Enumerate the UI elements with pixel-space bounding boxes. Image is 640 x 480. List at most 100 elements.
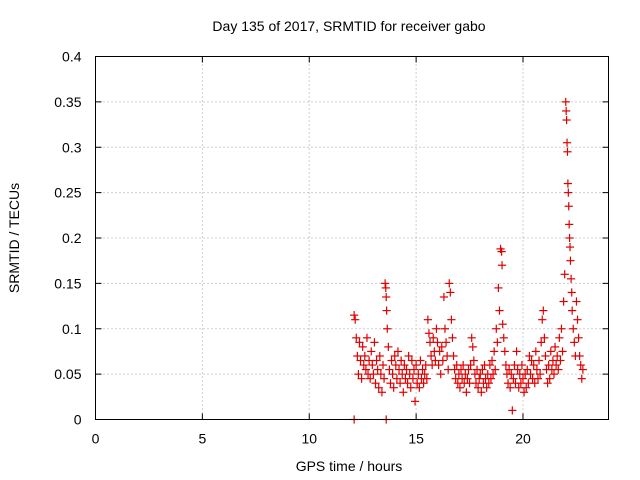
data-point <box>553 351 562 361</box>
data-point <box>565 220 574 229</box>
data-point <box>372 356 381 365</box>
x-tick-label: 0 <box>92 431 100 447</box>
data-point <box>359 360 368 370</box>
data-point <box>433 338 442 347</box>
data-point <box>367 347 376 356</box>
data-point <box>572 297 581 306</box>
y-tick-label: 0.4 <box>62 49 82 65</box>
data-point <box>537 338 546 347</box>
data-point <box>369 370 378 379</box>
data-point <box>543 379 552 388</box>
data-point <box>415 383 424 392</box>
data-point <box>503 379 513 388</box>
data-point <box>459 360 468 370</box>
data-point <box>495 306 504 315</box>
data-point <box>562 138 572 147</box>
data-point <box>356 356 365 365</box>
data-point <box>429 333 438 342</box>
data-point <box>507 370 516 379</box>
data-point <box>564 202 573 211</box>
data-point <box>366 374 375 383</box>
y-axis-label: SRMTID / TECUs <box>6 183 22 293</box>
data-point <box>405 370 414 379</box>
data-point <box>532 365 541 374</box>
data-point <box>558 347 567 356</box>
data-point <box>557 324 566 333</box>
data-point <box>448 333 457 342</box>
data-point <box>486 374 496 383</box>
data-point <box>395 379 405 388</box>
y-tick-label: 0.2 <box>62 230 82 246</box>
data-point <box>568 306 577 315</box>
data-point <box>498 320 507 329</box>
data-point <box>381 279 390 288</box>
data-point <box>441 338 451 347</box>
data-point <box>404 351 413 361</box>
data-point <box>435 347 444 356</box>
data-point <box>539 306 548 315</box>
data-point <box>439 292 449 302</box>
data-point <box>376 370 385 379</box>
data-point <box>407 356 416 365</box>
data-point <box>466 360 475 370</box>
data-point <box>379 374 389 383</box>
data-point <box>402 365 411 374</box>
data-point <box>516 379 525 388</box>
data-point <box>574 333 583 342</box>
data-point <box>513 365 522 374</box>
data-point <box>468 342 477 351</box>
data-point <box>522 383 531 392</box>
data-point <box>476 370 485 379</box>
data-point <box>548 356 558 365</box>
data-point <box>350 311 359 320</box>
x-axis-label: GPS time / hours <box>296 458 403 474</box>
data-point <box>493 338 502 347</box>
data-point <box>564 188 573 197</box>
x-tick-label: 10 <box>301 431 317 447</box>
data-point <box>501 360 510 370</box>
x-tick-label: 5 <box>198 431 206 447</box>
data-point <box>446 288 455 297</box>
data-point <box>371 379 380 388</box>
data-point <box>449 351 458 361</box>
data-point <box>398 370 407 379</box>
data-point <box>544 360 553 370</box>
data-point <box>351 315 360 324</box>
data-point <box>474 383 483 392</box>
data-point <box>431 356 440 365</box>
data-point <box>455 383 465 392</box>
data-point <box>437 342 446 351</box>
data-point <box>469 356 478 365</box>
data-point <box>514 383 523 392</box>
data-point <box>365 356 374 365</box>
data-point <box>546 347 555 356</box>
data-point <box>391 360 400 370</box>
data-point <box>562 115 571 125</box>
data-point <box>487 356 497 365</box>
data-point <box>512 347 521 356</box>
data-point <box>426 351 436 361</box>
data-point <box>403 379 412 388</box>
data-point <box>565 242 575 252</box>
data-point <box>393 347 403 356</box>
x-tick-label: 15 <box>408 431 424 447</box>
data-point <box>370 338 379 347</box>
data-point <box>565 233 574 243</box>
data-point <box>497 261 507 270</box>
data-point <box>563 147 572 156</box>
data-point <box>358 342 367 351</box>
data-point <box>578 365 587 374</box>
data-point <box>374 383 383 392</box>
data-point <box>560 270 569 279</box>
data-point <box>540 333 549 342</box>
data-point <box>531 347 540 356</box>
data-point <box>388 370 397 379</box>
data-point <box>518 374 528 383</box>
data-point <box>389 383 398 392</box>
data-point <box>490 347 499 356</box>
data-point <box>499 333 508 342</box>
data-point <box>478 365 487 374</box>
data-point <box>529 360 538 370</box>
data-point <box>361 365 370 374</box>
